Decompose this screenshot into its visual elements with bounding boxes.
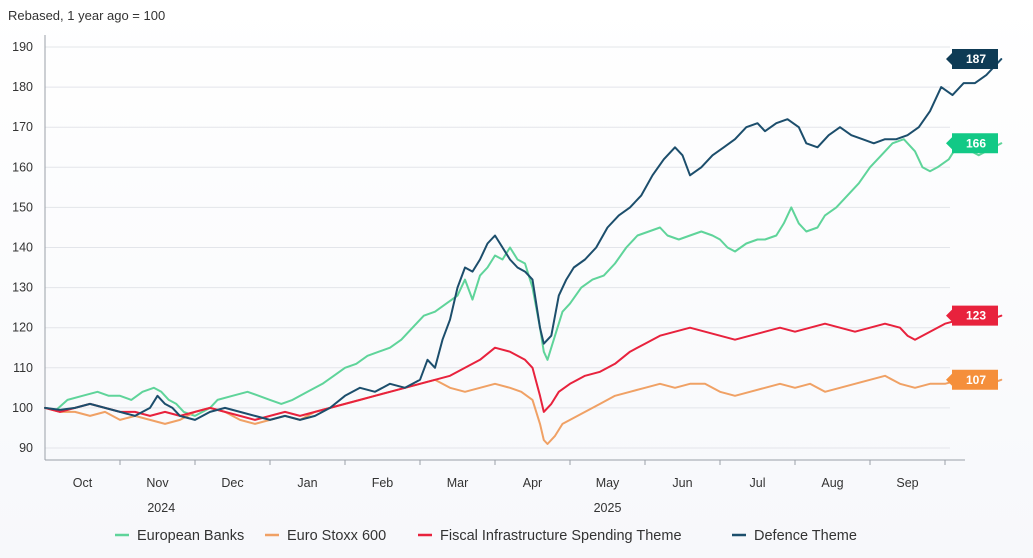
y-tick-label: 120 xyxy=(12,321,33,335)
end-badge xyxy=(946,305,998,326)
x-tick-label: Nov xyxy=(146,476,169,490)
y-tick-label: 130 xyxy=(12,281,33,295)
series-line-2 xyxy=(44,314,1003,421)
end-value-label: 187 xyxy=(966,52,986,66)
x-tick-label: Feb xyxy=(372,476,394,490)
end-badge xyxy=(946,49,998,70)
x-tick-label: Oct xyxy=(73,476,93,490)
x-tick-label: Jun xyxy=(672,476,692,490)
y-tick-label: 170 xyxy=(12,120,33,134)
y-axis: 90 100 110 120 130 140 150 160 170 180 190 xyxy=(12,35,46,460)
series-lines xyxy=(44,58,1003,445)
legend-label: Fiscal Infrastructure Spending Theme xyxy=(440,528,682,544)
y-tick-label: 100 xyxy=(12,401,33,415)
end-badge xyxy=(946,133,998,154)
y-tick-label: 190 xyxy=(12,40,33,54)
y-tick-label: 160 xyxy=(12,160,33,174)
end-value-label: 123 xyxy=(966,309,986,323)
gridlines xyxy=(45,46,950,449)
legend-label: European Banks xyxy=(137,528,244,544)
end-value-badges: 166 107 123 187 xyxy=(946,49,998,390)
legend-label: Euro Stoxx 600 xyxy=(287,528,386,544)
series-line-1 xyxy=(44,374,1003,445)
legend-label: Defence Theme xyxy=(754,528,857,544)
x-axis: Oct Nov Dec Jan Feb Mar Apr May Jun Jul Aug Sep 2024… xyxy=(45,459,965,515)
y-tick-label: 180 xyxy=(12,80,33,94)
legend: European Banks Euro Stoxx 600 Fiscal Infra… xyxy=(115,528,857,544)
x-tick-label: Apr xyxy=(523,476,542,490)
y-tick-label: 150 xyxy=(12,200,33,214)
end-value-label: 107 xyxy=(966,373,986,387)
y-tick-label: 140 xyxy=(12,241,33,255)
x-tick-label: May xyxy=(596,476,620,490)
x-tick-label: Jul xyxy=(750,476,766,490)
x-tick-label: Sep xyxy=(896,476,918,490)
y-tick-label: 110 xyxy=(13,361,33,375)
x-tick-label: Dec xyxy=(221,476,243,490)
y-tick-label: 90 xyxy=(19,441,33,455)
year-label: 2024 xyxy=(147,501,175,515)
x-tick-label: Jan xyxy=(297,476,317,490)
series-line-3 xyxy=(44,58,1003,421)
end-value-label: 166 xyxy=(966,136,986,150)
x-tick-label: Mar xyxy=(447,476,469,490)
series-line-0 xyxy=(44,138,1003,417)
chart-subtitle: Rebased, 1 year ago = 100 xyxy=(8,8,165,23)
end-badge xyxy=(946,369,998,390)
year-label: 2025 xyxy=(594,501,622,515)
x-tick-label: Aug xyxy=(821,476,843,490)
